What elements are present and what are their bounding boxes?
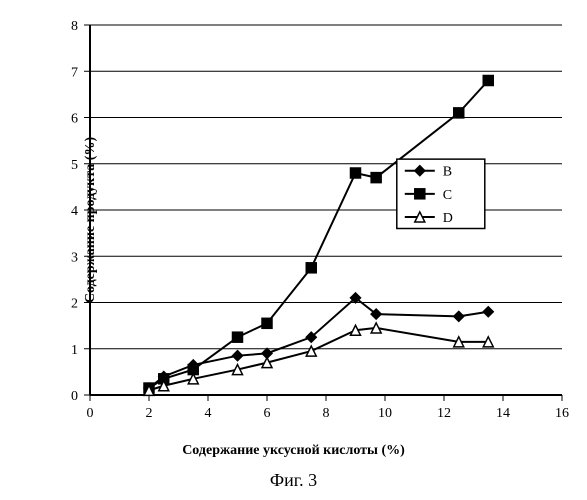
x-tick-label: 8	[323, 406, 330, 421]
y-tick-label: 6	[71, 112, 78, 127]
x-tick-label: 6	[264, 406, 271, 421]
legend-label: B	[443, 165, 452, 180]
x-axis-label: Содержание уксусной кислоты (%)	[0, 443, 587, 459]
y-tick-label: 2	[71, 297, 78, 312]
y-tick-label: 7	[71, 65, 78, 80]
y-tick-label: 1	[71, 343, 78, 358]
y-tick-label: 4	[71, 204, 78, 219]
y-tick-label: 5	[71, 158, 78, 173]
y-tick-label: 0	[71, 389, 78, 404]
series-D	[144, 323, 493, 395]
x-tick-label: 16	[555, 406, 569, 421]
x-tick-label: 12	[437, 406, 451, 421]
x-tick-label: 10	[378, 406, 392, 421]
x-tick-label: 2	[146, 406, 153, 421]
figure-container: 0246810121416012345678BCD Содержание про…	[0, 0, 587, 500]
x-tick-label: 14	[496, 406, 510, 421]
figure-caption: Фиг. 3	[0, 470, 587, 491]
series-C	[144, 76, 493, 394]
y-tick-label: 8	[71, 19, 78, 34]
x-tick-label: 0	[87, 406, 94, 421]
legend-label: C	[443, 188, 452, 203]
legend-label: D	[443, 211, 453, 226]
x-tick-label: 4	[205, 406, 212, 421]
legend: BCD	[397, 159, 485, 228]
y-axis-label: Содержание продукта (%)	[83, 137, 99, 303]
y-tick-label: 3	[71, 250, 78, 265]
